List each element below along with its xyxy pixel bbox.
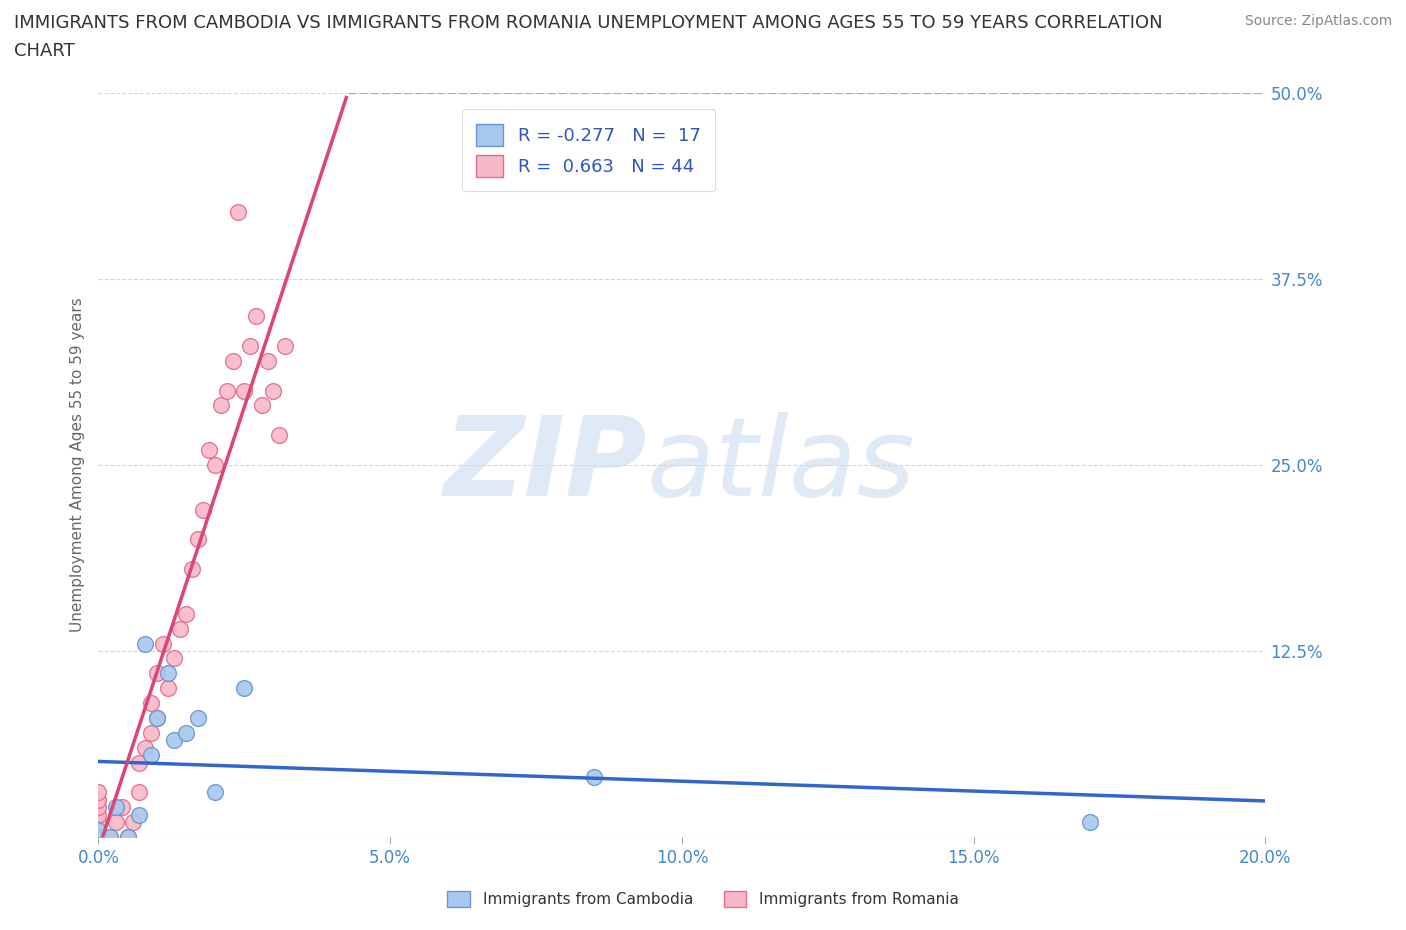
Point [87, 830, 110, 844]
Point [98, 830, 121, 844]
Point [233, 383, 256, 398]
Point [134, 740, 156, 755]
Point [174, 606, 197, 621]
Point [583, 770, 606, 785]
Point [245, 309, 267, 324]
Text: ZIP: ZIP [443, 411, 647, 519]
Point [239, 339, 262, 353]
Point [98, 830, 121, 844]
Point [87, 830, 110, 844]
Point [139, 748, 162, 763]
Point [87, 830, 110, 844]
Point [174, 725, 197, 740]
Point [204, 458, 226, 472]
Point [221, 353, 243, 368]
Point [187, 711, 209, 725]
Point [163, 651, 186, 666]
Point [134, 636, 156, 651]
Point [111, 800, 134, 815]
Point [128, 807, 150, 822]
Point [198, 443, 221, 458]
Point [274, 339, 297, 353]
Point [146, 666, 169, 681]
Point [87, 785, 110, 800]
Point [139, 696, 162, 711]
Legend: Immigrants from Cambodia, Immigrants from Romania: Immigrants from Cambodia, Immigrants fro… [441, 884, 965, 913]
Point [87, 792, 110, 807]
Point [215, 383, 238, 398]
Point [87, 815, 110, 830]
Point [122, 815, 145, 830]
Point [104, 800, 127, 815]
Point [87, 822, 110, 837]
Point [87, 822, 110, 837]
Point [187, 532, 209, 547]
Point [250, 398, 273, 413]
Text: CHART: CHART [14, 42, 75, 60]
Text: IMMIGRANTS FROM CAMBODIA VS IMMIGRANTS FROM ROMANIA UNEMPLOYMENT AMONG AGES 55 T: IMMIGRANTS FROM CAMBODIA VS IMMIGRANTS F… [14, 14, 1163, 32]
Point [180, 562, 202, 577]
Legend: R = -0.277   N =  17, R =  0.663   N = 44: R = -0.277 N = 17, R = 0.663 N = 44 [463, 110, 716, 192]
Y-axis label: Unemployment Among Ages 55 to 59 years: Unemployment Among Ages 55 to 59 years [69, 298, 84, 632]
Point [157, 666, 180, 681]
Point [117, 830, 139, 844]
Point [193, 502, 215, 517]
Point [128, 755, 150, 770]
Point [1080, 815, 1102, 830]
Point [269, 428, 291, 443]
Text: atlas: atlas [647, 411, 915, 519]
Point [262, 383, 284, 398]
Point [163, 733, 186, 748]
Point [87, 830, 110, 844]
Point [139, 725, 162, 740]
Point [117, 830, 139, 844]
Point [204, 785, 226, 800]
Point [104, 815, 127, 830]
Point [169, 621, 191, 636]
Point [87, 830, 110, 844]
Point [256, 353, 278, 368]
Text: Source: ZipAtlas.com: Source: ZipAtlas.com [1244, 14, 1392, 28]
Point [233, 681, 256, 696]
Point [228, 205, 250, 219]
Point [152, 636, 174, 651]
Point [209, 398, 232, 413]
Point [157, 681, 180, 696]
Point [146, 711, 169, 725]
Point [87, 807, 110, 822]
Point [87, 800, 110, 815]
Point [128, 785, 150, 800]
Point [146, 711, 169, 725]
